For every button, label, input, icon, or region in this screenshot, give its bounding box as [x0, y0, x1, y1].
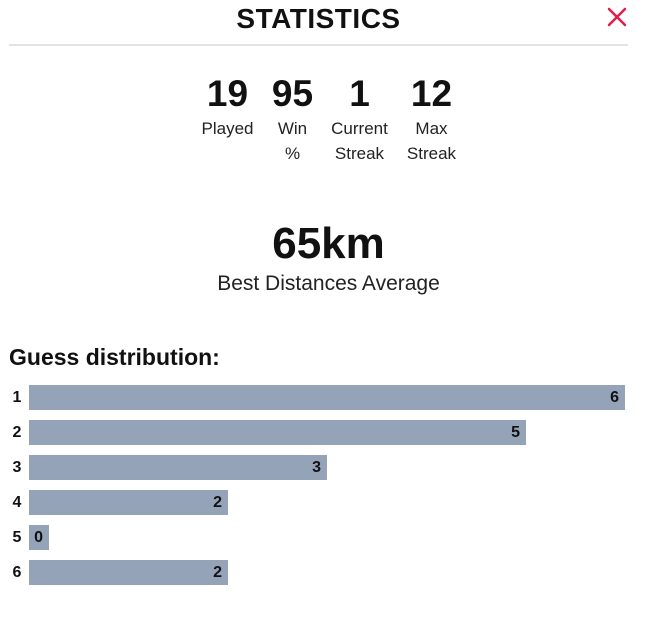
stats-summary: 19 Played 95 Win % 1 Current Streak 12 M…	[0, 72, 657, 166]
distribution-bar: 3	[29, 455, 327, 480]
stat-value: 95	[271, 73, 314, 114]
stat-value: 12	[410, 73, 453, 114]
distribution-bar: 6	[29, 385, 625, 410]
stat-max-streak: 12 Max Streak	[404, 72, 460, 166]
close-button[interactable]	[606, 6, 628, 28]
guess-distribution-title: Guess distribution:	[9, 344, 220, 370]
stat-value: 1	[349, 73, 370, 114]
best-distance-label: Best Distances Average	[217, 272, 440, 295]
modal-header: STATISTICS	[9, 0, 628, 46]
best-distance: 65km Best Distances Average	[0, 218, 657, 298]
stat-label: Current Streak	[331, 119, 388, 163]
distribution-bar: 5	[29, 420, 526, 445]
stat-label: Max Streak	[406, 119, 457, 163]
distribution-bar: 0	[29, 525, 49, 550]
stat-label: Played	[201, 119, 254, 138]
modal-title: STATISTICS	[236, 3, 401, 34]
distribution-bar: 2	[29, 560, 228, 585]
stat-current-streak: 1 Current Streak	[328, 72, 392, 166]
best-distance-value: 65km	[272, 219, 385, 268]
stat-win-percent: 95 Win %	[270, 72, 316, 166]
guess-number: 5	[12, 529, 22, 546]
stat-played: 19 Played	[198, 72, 258, 166]
stat-value: 19	[206, 73, 249, 114]
guess-number: 2	[12, 424, 22, 441]
guess-number: 6	[12, 564, 22, 581]
distribution-bar: 2	[29, 490, 228, 515]
guess-number: 4	[12, 494, 22, 511]
close-icon	[607, 7, 627, 27]
guess-number: 1	[12, 389, 22, 406]
guess-number: 3	[12, 459, 22, 476]
stat-label: Win %	[277, 119, 308, 163]
